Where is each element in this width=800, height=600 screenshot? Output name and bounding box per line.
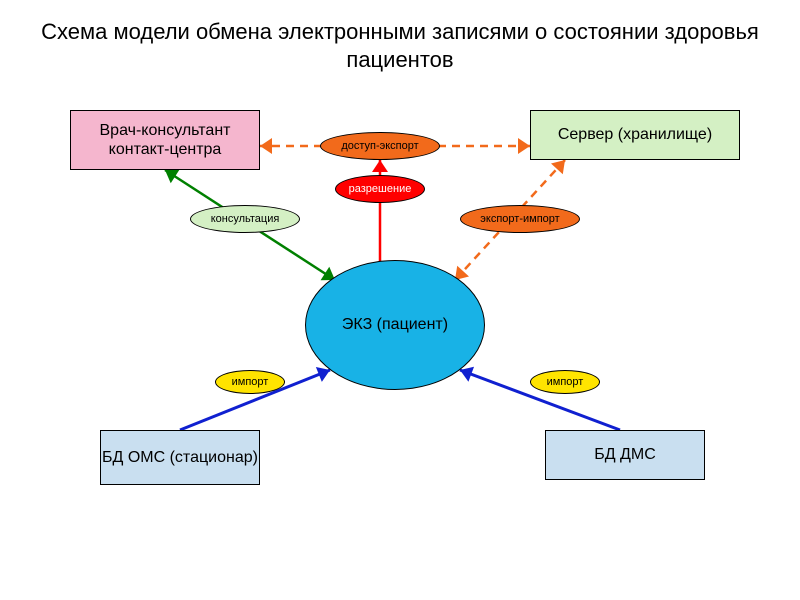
node-server-label: Сервер (хранилище) — [558, 125, 712, 144]
node-consultation: консультация — [190, 205, 300, 233]
node-permission-label: разрешение — [349, 183, 412, 195]
node-access_export: доступ-экспорт — [320, 132, 440, 160]
node-import_left: импорт — [215, 370, 285, 394]
slide: Схема модели обмена электронными записям… — [0, 0, 800, 600]
node-import_left-label: импорт — [232, 376, 269, 388]
node-patient-label: ЭКЗ (пациент) — [342, 316, 448, 334]
node-consultant: Врач-консультант контакт-центра — [70, 110, 260, 170]
node-access_export-label: доступ-экспорт — [341, 140, 418, 152]
node-server: Сервер (хранилище) — [530, 110, 740, 160]
node-export_import: экспорт-импорт — [460, 205, 580, 233]
node-bd_oms-label: БД ОМС (стационар) — [102, 448, 258, 467]
node-patient: ЭКЗ (пациент) — [305, 260, 485, 390]
node-bd_dms: БД ДМС — [545, 430, 705, 480]
node-permission: разрешение — [335, 175, 425, 203]
node-consultation-label: консультация — [211, 213, 280, 225]
node-consultant-label: Врач-консультант контакт-центра — [71, 121, 259, 159]
node-bd_dms-label: БД ДМС — [594, 445, 656, 464]
node-export_import-label: экспорт-импорт — [480, 213, 559, 225]
diagram-title: Схема модели обмена электронными записям… — [0, 18, 800, 73]
node-import_right-label: импорт — [547, 376, 584, 388]
node-import_right: импорт — [530, 370, 600, 394]
node-bd_oms: БД ОМС (стационар) — [100, 430, 260, 485]
